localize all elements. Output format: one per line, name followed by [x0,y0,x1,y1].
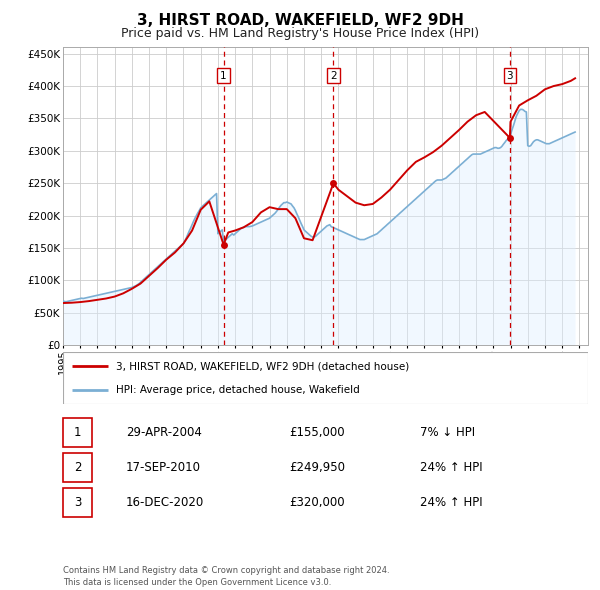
Text: 24% ↑ HPI: 24% ↑ HPI [420,496,482,509]
Text: Price paid vs. HM Land Registry's House Price Index (HPI): Price paid vs. HM Land Registry's House … [121,27,479,40]
Text: 16-DEC-2020: 16-DEC-2020 [126,496,204,509]
Text: 17-SEP-2010: 17-SEP-2010 [126,461,201,474]
Text: 1: 1 [74,426,81,439]
Text: 3: 3 [506,71,513,80]
FancyBboxPatch shape [63,418,92,447]
Text: 29-APR-2004: 29-APR-2004 [126,426,202,439]
Text: £320,000: £320,000 [289,496,344,509]
FancyBboxPatch shape [63,453,92,482]
Text: HPI: Average price, detached house, Wakefield: HPI: Average price, detached house, Wake… [115,385,359,395]
Text: Contains HM Land Registry data © Crown copyright and database right 2024.
This d: Contains HM Land Registry data © Crown c… [63,566,389,587]
Text: 2: 2 [330,71,337,80]
Text: 3, HIRST ROAD, WAKEFIELD, WF2 9DH: 3, HIRST ROAD, WAKEFIELD, WF2 9DH [137,13,463,28]
Text: £155,000: £155,000 [289,426,344,439]
Text: 3: 3 [74,496,81,509]
Text: £249,950: £249,950 [289,461,345,474]
Text: 24% ↑ HPI: 24% ↑ HPI [420,461,482,474]
Text: 1: 1 [220,71,227,80]
Text: 3, HIRST ROAD, WAKEFIELD, WF2 9DH (detached house): 3, HIRST ROAD, WAKEFIELD, WF2 9DH (detac… [115,361,409,371]
FancyBboxPatch shape [63,488,92,517]
Text: 2: 2 [74,461,81,474]
Text: 7% ↓ HPI: 7% ↓ HPI [420,426,475,439]
